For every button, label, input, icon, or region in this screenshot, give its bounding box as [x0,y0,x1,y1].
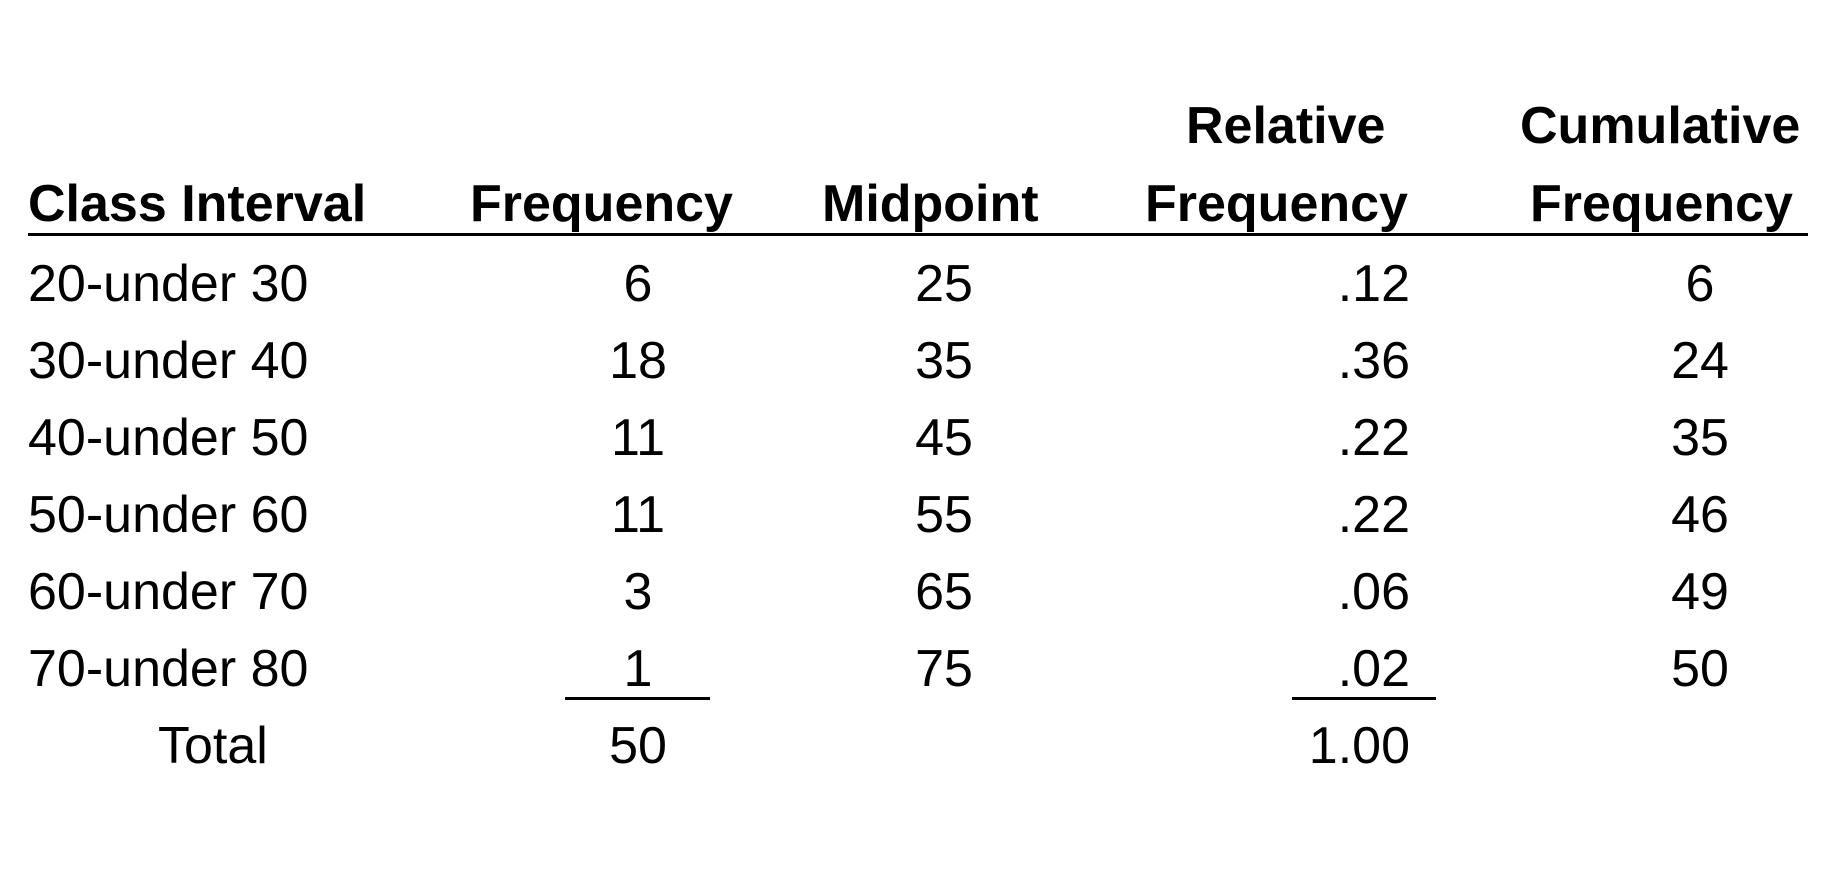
row4-midpoint: 55 [915,486,973,544]
relative-frequency-sum-rule [1292,697,1436,700]
row3-cumulative-frequency: 35 [1671,409,1729,467]
total-label: Total [158,717,268,775]
row6-class-interval: 70-under 80 [28,640,309,698]
row6-cumulative-frequency: 50 [1671,640,1729,698]
row6-frequency: 1 [623,640,653,698]
row5-midpoint: 65 [915,563,973,621]
row5-relative-frequency: .06 [1337,563,1410,621]
row2-frequency: 18 [609,332,667,390]
row4-cumulative-frequency: 46 [1671,486,1729,544]
header-frequency: Frequency [470,175,733,233]
header-cumulative-frequency-line1: Cumulative [1520,97,1801,155]
row2-class-interval: 30-under 40 [28,332,309,390]
row5-cumulative-frequency: 49 [1671,563,1729,621]
frequency-sum-rule [565,697,710,700]
row3-relative-frequency: .22 [1337,409,1410,467]
header-rule [28,233,1808,236]
row1-midpoint: 25 [915,255,973,313]
row3-class-interval: 40-under 50 [28,409,309,467]
row6-relative-frequency: .02 [1337,640,1410,698]
row2-midpoint: 35 [915,332,973,390]
header-class-interval: Class Interval [28,175,367,233]
row1-cumulative-frequency: 6 [1685,255,1715,313]
row4-frequency: 11 [611,486,665,544]
row1-class-interval: 20-under 30 [28,255,309,313]
row1-frequency: 6 [623,255,653,313]
total-relative-frequency: 1.00 [1308,717,1410,775]
header-relative-frequency-line1: Relative [1186,97,1386,155]
total-frequency: 50 [609,717,667,775]
row2-relative-frequency: .36 [1337,332,1410,390]
header-relative-frequency-line2: Frequency [1145,175,1408,233]
row5-frequency: 3 [623,563,653,621]
row3-midpoint: 45 [915,409,973,467]
row4-class-interval: 50-under 60 [28,486,309,544]
row2-cumulative-frequency: 24 [1671,332,1729,390]
row5-class-interval: 60-under 70 [28,563,309,621]
header-midpoint: Midpoint [822,175,1039,233]
row1-relative-frequency: .12 [1337,255,1410,313]
row6-midpoint: 75 [915,640,973,698]
row4-relative-frequency: .22 [1337,486,1410,544]
row3-frequency: 11 [611,409,665,467]
header-cumulative-frequency-line2: Frequency [1530,175,1793,233]
